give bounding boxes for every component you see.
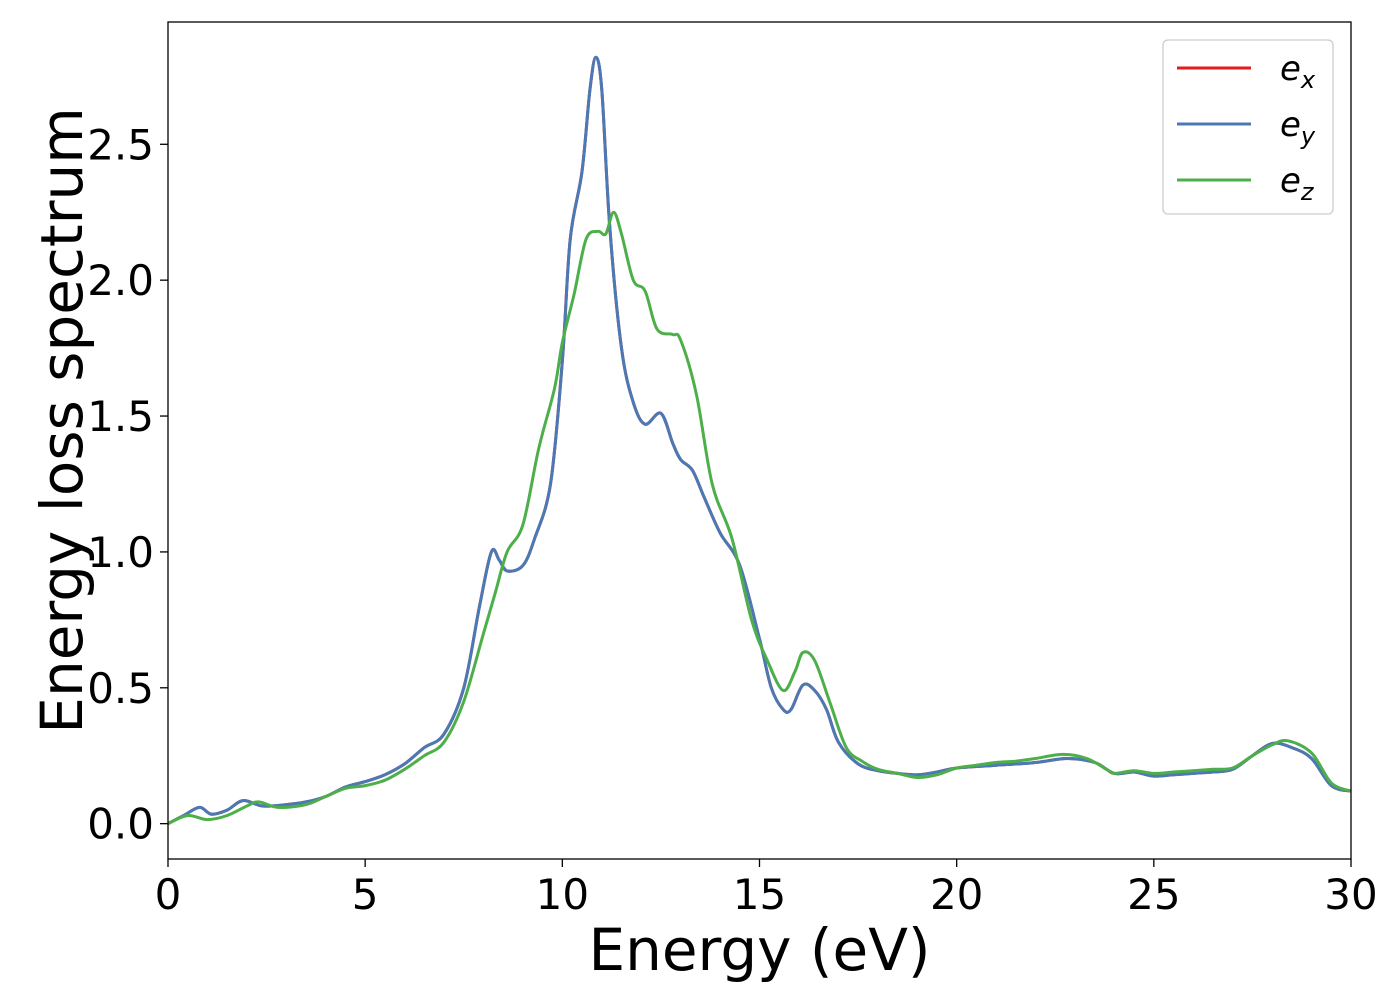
y-tick-label: 1.5 — [87, 392, 154, 441]
x-tick-label: 25 — [1127, 870, 1180, 919]
y-tick-label: 2.0 — [87, 256, 154, 305]
x-tick-label: 5 — [352, 870, 379, 919]
x-tick-label: 0 — [155, 870, 182, 919]
y-tick-label: 0.5 — [87, 664, 154, 713]
legend-entry-name: e — [1280, 161, 1301, 201]
legend-entry-e-y: ey — [1280, 105, 1316, 150]
y-axis-label: Energy loss spectrum — [28, 107, 96, 733]
x-axis-ticks: 0 5 10 15 20 25 30 — [155, 859, 1378, 919]
legend-entry-subscript: x — [1300, 66, 1316, 94]
x-tick-label: 15 — [733, 870, 786, 919]
legend-box — [1162, 39, 1334, 215]
legend-entry-name: e — [1280, 49, 1301, 89]
legend-entry-name: e — [1280, 105, 1301, 145]
legend-entry-subscript: y — [1300, 122, 1316, 150]
x-tick-label: 10 — [536, 870, 589, 919]
series-layer — [168, 55, 1351, 826]
x-axis-label: Energy (eV) — [588, 916, 930, 984]
y-tick-label: 0.0 — [87, 800, 154, 849]
x-tick-label: 30 — [1324, 870, 1377, 919]
y-tick-label: 2.5 — [87, 120, 154, 169]
legend-entry-e-z: ez — [1280, 161, 1315, 206]
legend-entry-subscript: z — [1300, 178, 1315, 206]
y-axis-ticks: 0.0 0.5 1.0 1.5 2.0 2.5 — [87, 120, 168, 849]
y-tick-label: 1.0 — [87, 528, 154, 577]
x-tick-label: 20 — [930, 870, 983, 919]
series-line-e-z — [168, 210, 1351, 826]
legend-entry-e-x: ex — [1280, 49, 1316, 94]
